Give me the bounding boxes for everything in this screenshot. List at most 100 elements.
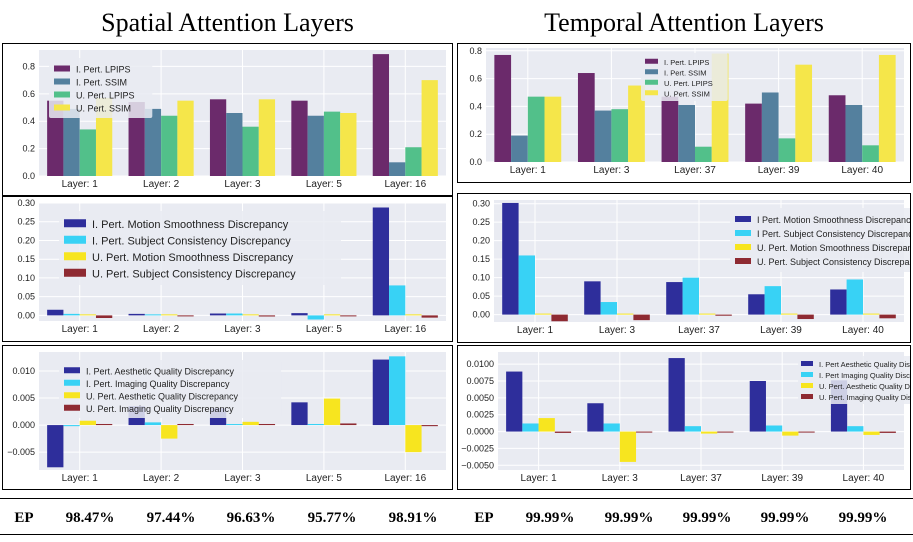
ep-temporal-value: 99.99% [760,510,810,526]
legend-swatch [735,258,751,264]
legend-swatch [54,78,70,85]
bar [554,431,572,433]
bar [63,425,80,427]
temporal-quality-panel: −0.0050 −0.0025 0.0000 0.0025 0.0050 0.0075 0.… [457,345,911,490]
x-tick-label: Layer: 2 [143,473,180,484]
x-tick-label: Layer: 5 [306,473,343,484]
x-tick-label: Layer: 40 [842,325,884,336]
bar [47,100,64,176]
y-tick-label: 0.005 [12,393,35,403]
legend-swatch [64,268,86,277]
y-tick-label: 0.25 [472,217,490,227]
y-tick-label: 0.30 [17,198,35,208]
y-tick-label: −0.005 [7,447,35,457]
temporal-consistency-chart: 0.00 0.05 0.10 0.15 0.20 0.25 0.30 Layer: 1 Laye… [472,199,910,336]
bar [161,115,178,176]
bar [47,425,64,468]
legend-box [49,58,153,118]
bar [782,431,799,436]
bar [518,255,535,315]
legend-swatch [64,392,80,399]
y-tick-label: 0.0025 [466,410,494,420]
bar [323,314,341,316]
bar [502,202,519,315]
bar [226,313,243,316]
bar [798,431,815,433]
bar [522,423,539,432]
bar [765,425,783,432]
bar [291,100,308,176]
legend-label: I Pert. Motion Smoothness Discrepancy [757,215,910,225]
bar [421,80,438,176]
legend-box [641,53,728,101]
bar [678,105,695,162]
bar [340,113,357,176]
temporal-perceptual-chart: 0.0 0.2 0.4 0.6 0.8 Layer: 1 Layer: 3 Layer: 37… [469,46,904,176]
bar [577,73,595,162]
x-tick-label: Layer: 3 [602,473,639,484]
bar [307,115,324,176]
bar [600,302,617,315]
ep-temporal-value: 99.99% [682,510,732,526]
bar [372,54,390,176]
x-tick-label: Layer: 1 [517,325,554,336]
spatial-title: Spatial Attention Layers [101,8,354,37]
legend-swatch [64,252,86,261]
legend-label: I. Pert. SSIM [664,68,707,77]
bar [340,423,357,426]
x-tick-label: Layer: 40 [841,165,883,176]
bar [372,359,390,426]
bar [699,313,716,315]
bar [79,314,96,316]
y-tick-label: 0.05 [472,291,490,301]
bar [389,356,406,426]
legend-box [798,356,910,404]
y-tick-label: 0.20 [472,236,490,246]
bar [291,313,308,316]
bar [603,423,620,432]
spatial-quality-chart: −0.005 0.000 0.005 0.010 Layer: 1 Layer: 2 Lay… [7,352,446,484]
bar [421,425,438,427]
ep-top-rule [0,498,913,499]
legend-swatch [801,383,813,388]
bar [494,54,512,162]
legend-label: I. Pert Imaging Quality Discrepancy [819,371,910,380]
x-tick-label: Layer: 1 [62,473,99,484]
x-tick-label: Layer: 1 [521,473,558,484]
legend-label: U. Pert. Aesthetic Quality Discrepancy [86,391,239,401]
spatial-perceptual-chart: 0.0 0.2 0.4 0.6 0.8 Layer: 1 Layer: 2 Layer: 3 L… [22,50,446,190]
y-tick-label: 0.0 [22,171,35,181]
bar [584,281,601,315]
bar [63,108,80,176]
legend-swatch [735,244,751,250]
bar [863,313,880,315]
legend-swatch [645,69,658,75]
legend-swatch [801,372,813,377]
x-tick-label: Layer: 1 [510,165,547,176]
legend-swatch [64,219,86,228]
y-tick-label: 0.10 [472,273,490,283]
x-tick-label: Layer: 37 [680,473,722,484]
x-tick-label: Layer: 37 [674,165,716,176]
ep-temporal-value: 99.99% [838,510,888,526]
bar [258,423,276,426]
x-tick-label: Layer: 16 [384,179,426,190]
x-tick-label: Layer: 1 [62,324,99,335]
bar [63,313,80,316]
y-tick-label: 0.000 [12,420,35,430]
y-tick-label: 0.15 [472,254,490,264]
bar [307,315,324,320]
legend-swatch [801,361,813,366]
bar [323,398,341,426]
bar [538,418,555,432]
legend-label: U. Pert. Motion Smoothness Discrepancy [757,243,910,253]
x-tick-label: Layer: 5 [306,324,343,335]
y-tick-label: 0.25 [17,217,35,227]
bar [795,64,813,162]
legend-label: I. Pert. Motion Smoothness Discrepancy [92,219,289,231]
legend-box [59,360,282,418]
legend-swatch [64,404,80,411]
legend-box [59,211,341,285]
legend-label: I Pert. Subject Consistency Discrepancy [757,229,910,239]
legend-swatch [735,216,751,222]
